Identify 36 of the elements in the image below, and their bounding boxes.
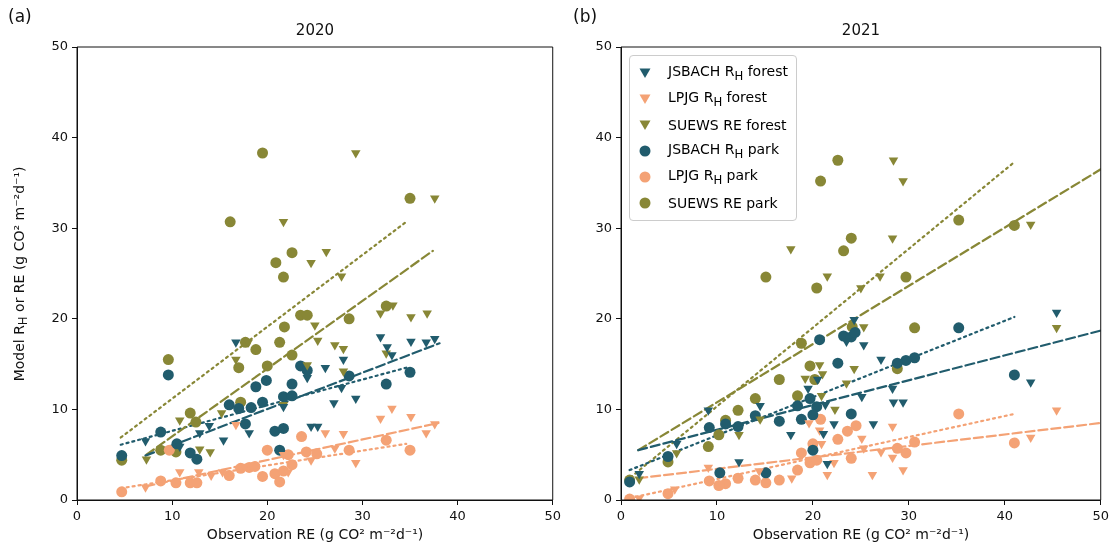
legend-label: SUEWS RE park bbox=[668, 195, 778, 211]
legend-label: LPJG R$_{H}$ forest bbox=[668, 89, 767, 109]
x-tick-label: 30 bbox=[900, 508, 918, 524]
x-tick-label: 20 bbox=[259, 508, 276, 524]
y-tick-label: 30 bbox=[595, 219, 612, 235]
chart-title: 2021 bbox=[841, 21, 881, 39]
y-tick-label: 50 bbox=[51, 38, 68, 54]
chart-title: 2020 bbox=[295, 21, 335, 39]
legend-label: SUEWS RE forest bbox=[668, 117, 787, 133]
legend-label: LPJG R$_{H}$ park bbox=[668, 167, 758, 187]
y-tick-label: 0 bbox=[603, 491, 612, 507]
y-tick-label: 40 bbox=[595, 128, 612, 144]
text: (a) bbox=[8, 6, 32, 26]
x-tick-label: 20 bbox=[804, 508, 822, 524]
y-tick-label: 20 bbox=[595, 310, 612, 326]
y-tick-label: 40 bbox=[51, 128, 68, 144]
y-tick-label: 0 bbox=[59, 491, 68, 507]
y-tick-label: 20 bbox=[51, 310, 68, 326]
x-tick-label: 40 bbox=[449, 508, 466, 524]
x-axis-title: Observation RE (g CO² m⁻²d⁻¹) bbox=[752, 526, 970, 542]
y-tick-label: 10 bbox=[595, 400, 612, 416]
legend-label: JSBACH R$_{H}$ forest bbox=[668, 63, 788, 83]
y-tick-label: 30 bbox=[51, 219, 68, 235]
x-tick-label: 0 bbox=[616, 508, 626, 524]
x-tick-label: 0 bbox=[72, 508, 82, 524]
y-tick-label: 10 bbox=[51, 400, 68, 416]
x-tick-label: 50 bbox=[1092, 508, 1109, 524]
x-tick-label: 50 bbox=[544, 508, 561, 524]
x-tick-label: 10 bbox=[708, 508, 726, 524]
text: (b) bbox=[573, 6, 598, 26]
x-tick-label: 30 bbox=[354, 508, 371, 524]
y-tick-label: 50 bbox=[595, 38, 612, 54]
x-tick-label: 10 bbox=[163, 508, 181, 524]
legend-label: JSBACH R$_{H}$ park bbox=[668, 141, 779, 161]
x-tick-label: 40 bbox=[996, 508, 1014, 524]
x-axis-title: Observation RE (g CO² m⁻²d⁻¹) bbox=[206, 526, 424, 542]
